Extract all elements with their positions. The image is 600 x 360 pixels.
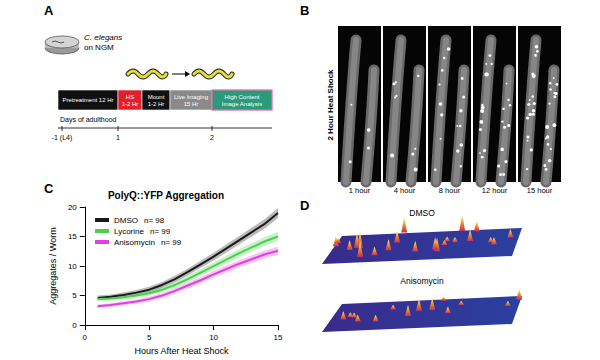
svg-text:Pretreatment 12 Hr: Pretreatment 12 Hr: [62, 97, 113, 103]
svg-text:12 hour: 12 hour: [482, 186, 508, 195]
svg-text:Lycorine: Lycorine: [114, 227, 144, 236]
svg-text:15: 15: [68, 232, 77, 241]
svg-text:Anisomycin: Anisomycin: [400, 276, 444, 286]
svg-text:HS: HS: [126, 94, 134, 100]
svg-text:2 Hour Heat Shock: 2 Hour Heat Shock: [326, 69, 335, 141]
svg-text:2: 2: [210, 134, 214, 141]
svg-text:20: 20: [68, 203, 77, 212]
svg-text:1-2 Hr: 1-2 Hr: [122, 101, 139, 107]
svg-text:C. elegans: C. elegans: [84, 33, 122, 42]
svg-text:Aggregates / Worm: Aggregates / Worm: [48, 227, 58, 304]
svg-text:DMSO: DMSO: [114, 216, 138, 225]
svg-text:15: 15: [274, 333, 283, 342]
svg-text:Image Analysis: Image Analysis: [222, 101, 262, 107]
svg-text:10: 10: [209, 333, 218, 342]
svg-text:Hours After Heat Shock: Hours After Heat Shock: [134, 346, 229, 356]
svg-text:A: A: [44, 3, 54, 18]
svg-text:Anisomycin: Anisomycin: [114, 238, 155, 247]
svg-text:4 hour: 4 hour: [394, 186, 416, 195]
svg-text:PolyQ::YFP Aggregation: PolyQ::YFP Aggregation: [108, 190, 224, 201]
svg-text:-1 (L4): -1 (L4): [52, 134, 73, 142]
svg-text:n= 98: n= 98: [144, 216, 165, 225]
svg-text:on NGM: on NGM: [84, 43, 114, 52]
svg-text:1-2 Hr: 1-2 Hr: [148, 101, 165, 107]
svg-text:0: 0: [72, 321, 77, 330]
svg-text:5: 5: [147, 333, 152, 342]
svg-text:10: 10: [68, 262, 77, 271]
svg-text:Days of adulthood: Days of adulthood: [60, 116, 117, 124]
svg-text:n= 99: n= 99: [150, 227, 171, 236]
svg-text:0: 0: [83, 333, 88, 342]
svg-text:C: C: [44, 181, 54, 196]
svg-text:Mount: Mount: [148, 94, 165, 100]
svg-text:DMSO: DMSO: [409, 208, 435, 218]
svg-text:High Content: High Content: [224, 94, 259, 100]
svg-text:Live Imaging: Live Imaging: [174, 94, 208, 100]
svg-text:8 hour: 8 hour: [439, 186, 461, 195]
svg-text:B: B: [300, 3, 309, 18]
svg-text:1 hour: 1 hour: [349, 186, 371, 195]
svg-text:15 hour: 15 hour: [527, 186, 553, 195]
svg-text:1: 1: [116, 134, 120, 141]
svg-text:n= 99: n= 99: [161, 238, 182, 247]
svg-text:15 Hr: 15 Hr: [184, 101, 199, 107]
svg-text:5: 5: [72, 291, 77, 300]
svg-text:D: D: [300, 198, 309, 213]
